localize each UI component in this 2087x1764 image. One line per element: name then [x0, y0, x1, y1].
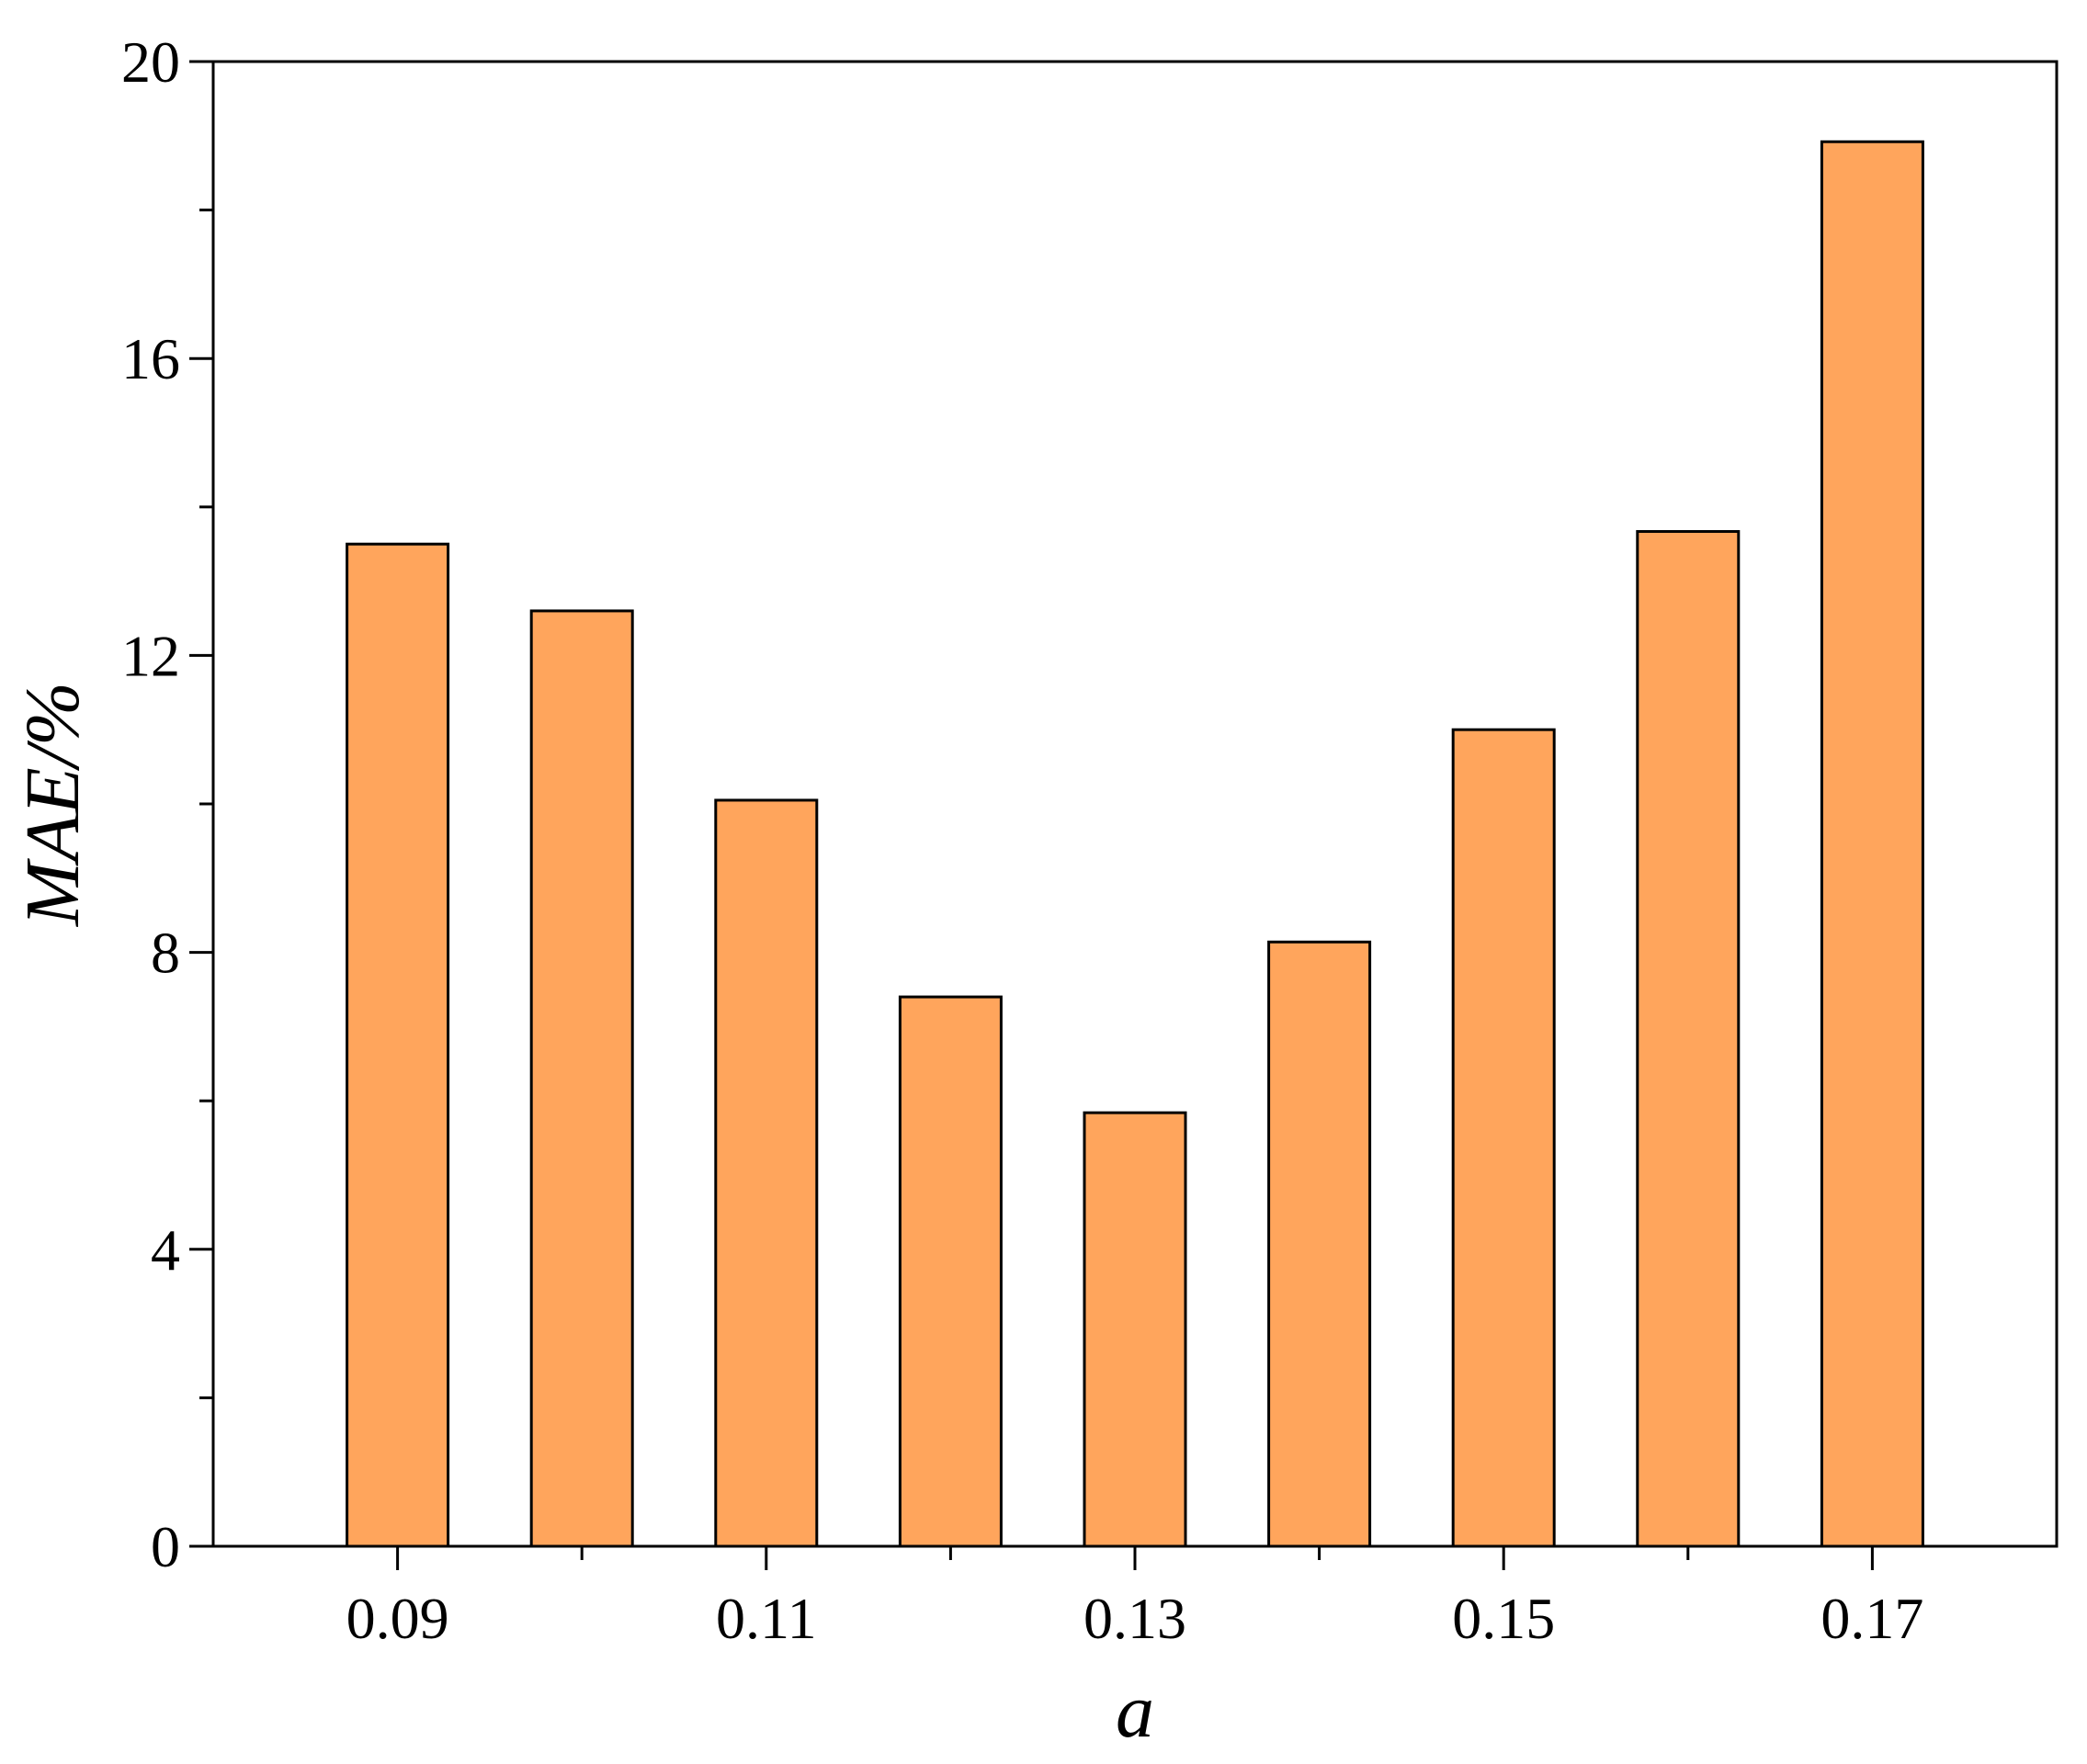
- bar: [714, 798, 819, 1548]
- bar: [898, 995, 1003, 1548]
- y-axis-title: MAE/%: [10, 682, 96, 927]
- y-tick-label: 16: [121, 326, 180, 391]
- y-tick-label: 4: [151, 1217, 180, 1283]
- y-tick-label: 8: [151, 921, 180, 986]
- y-tick-label: 20: [121, 29, 180, 95]
- bar: [529, 609, 634, 1548]
- x-axis-title: a: [1116, 1668, 1154, 1754]
- bar: [1820, 140, 1924, 1548]
- bar: [1451, 728, 1556, 1548]
- x-tick-label: 0.17: [1820, 1586, 1923, 1651]
- x-tick-label: 0.13: [1083, 1586, 1186, 1651]
- bar: [1083, 1111, 1187, 1548]
- y-tick-label: 0: [151, 1514, 180, 1579]
- bar: [1267, 940, 1372, 1548]
- bar: [1636, 529, 1741, 1548]
- x-tick-label: 0.09: [346, 1586, 449, 1651]
- x-tick-label: 0.15: [1452, 1586, 1555, 1651]
- bar: [346, 542, 450, 1548]
- x-tick-label: 0.11: [716, 1586, 817, 1651]
- y-tick-label: 12: [121, 623, 180, 688]
